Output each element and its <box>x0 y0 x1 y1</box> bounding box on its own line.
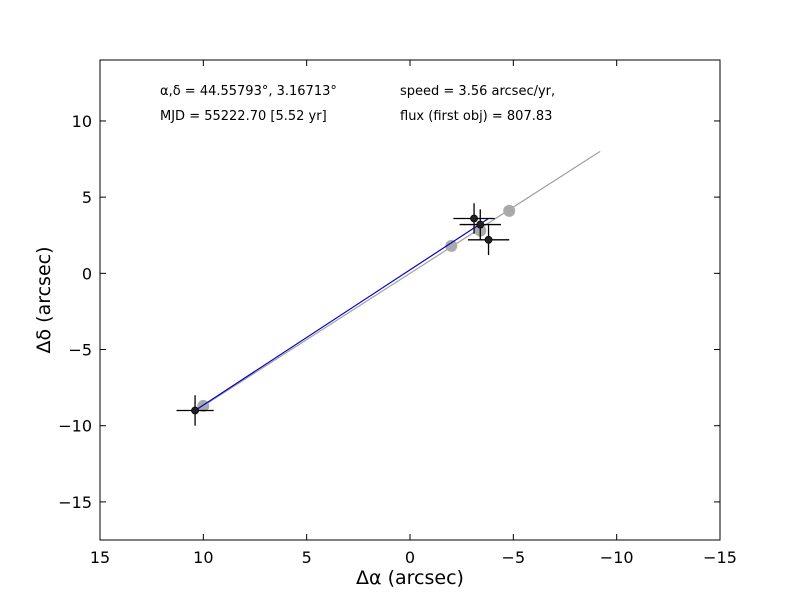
annotation-flux: flux (first obj) = 807.83 <box>400 109 552 124</box>
observation-point <box>191 406 199 415</box>
y-tick-label: 5 <box>82 188 92 207</box>
plot-area <box>99 59 721 541</box>
observation-point <box>476 220 485 229</box>
y-tick-label: −10 <box>58 417 92 436</box>
x-tick-label: 15 <box>90 548 110 567</box>
axis-ticks: 15 10 5 0 −5 −10 −15 −15 −10 −5 0 5 10 <box>58 60 737 567</box>
observation-point <box>470 214 478 223</box>
chart-marks <box>176 150 601 426</box>
x-tick-label: 10 <box>193 548 213 567</box>
y-axis-title: Δδ (arcsec) <box>33 246 55 353</box>
y-tick-label: 0 <box>82 264 92 283</box>
x-tick-label: −15 <box>703 548 737 567</box>
annotation-mjd: MJD = 55222.70 [5.52 yr] <box>160 109 327 124</box>
observation-point <box>484 235 493 244</box>
x-tick-label: −5 <box>502 548 526 567</box>
predicted-point <box>445 239 458 252</box>
fit-line <box>203 150 601 407</box>
motion-vector-line <box>194 217 489 411</box>
annotation-coords: α,δ = 44.55793°, 3.16713° <box>160 84 337 99</box>
annotation-speed: speed = 3.56 arcsec/yr, <box>400 84 555 99</box>
y-tick-label: 10 <box>72 112 92 131</box>
x-tick-label: 0 <box>405 548 415 567</box>
x-axis-title: Δα (arcsec) <box>356 567 464 589</box>
y-tick-label: −15 <box>58 493 92 512</box>
x-tick-label: 5 <box>302 548 312 567</box>
y-tick-label: −5 <box>68 341 92 360</box>
predicted-point <box>503 204 516 217</box>
x-tick-label: −10 <box>600 548 634 567</box>
